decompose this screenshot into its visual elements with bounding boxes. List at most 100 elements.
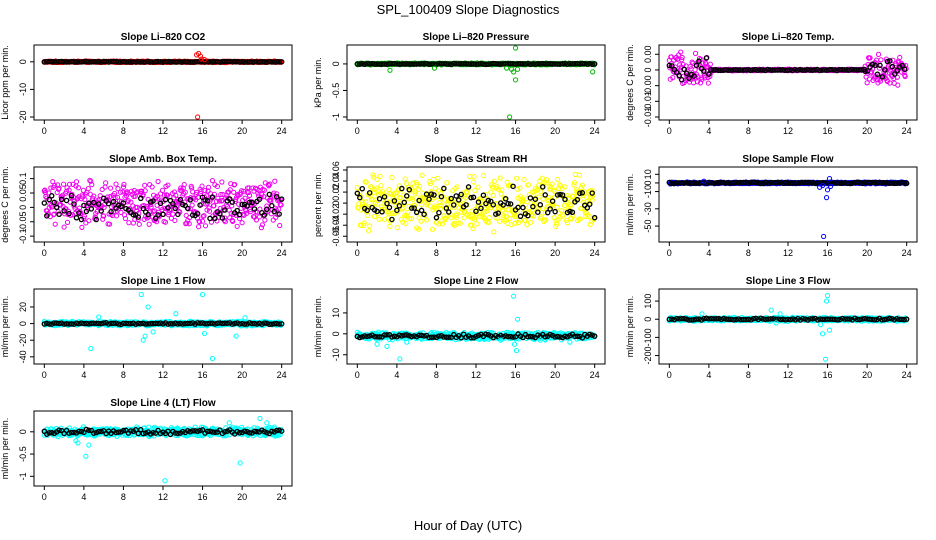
x-tick-label: 4 <box>81 248 86 258</box>
mean-point <box>78 216 85 223</box>
mean-point <box>123 59 129 65</box>
mean-point <box>58 58 65 65</box>
mean-point <box>251 206 258 212</box>
mean-point <box>418 61 425 67</box>
mean-point <box>572 60 578 67</box>
mean-point <box>160 59 166 65</box>
mean-point <box>564 61 571 67</box>
mean-point <box>562 196 568 203</box>
mean-point <box>251 59 258 65</box>
y-tick-label: 10 <box>331 308 341 318</box>
plot-frame <box>658 166 918 243</box>
x-tick-label: 4 <box>394 370 399 380</box>
data-point <box>689 59 695 65</box>
y-tick-label: -0.05 <box>18 211 28 232</box>
mean-point <box>88 59 95 65</box>
mean-point <box>244 59 250 65</box>
data-point <box>474 221 480 227</box>
data-point <box>864 80 870 86</box>
mean-point <box>384 61 390 68</box>
mean-point <box>180 59 186 65</box>
y-tick-label: -0.01 <box>643 91 653 112</box>
x-tick-label: 4 <box>706 248 711 258</box>
mean-point <box>98 208 104 214</box>
mean-point <box>354 61 361 67</box>
mean-point <box>157 59 164 65</box>
mean-point <box>105 59 112 65</box>
x-tick-label: 8 <box>746 370 751 380</box>
mean-point <box>381 61 388 67</box>
y-tick-label: 0 <box>643 67 653 72</box>
y-tick-label: -0.5 <box>331 83 341 99</box>
mean-point <box>401 61 408 67</box>
x-tick-label: 8 <box>746 248 751 258</box>
mean-point <box>63 59 70 65</box>
mean-point <box>589 61 595 67</box>
mean-point <box>386 60 393 67</box>
mean-point <box>379 209 385 215</box>
data-point <box>512 77 519 83</box>
mean-point <box>56 211 62 218</box>
mean-point <box>577 61 583 67</box>
mean-point <box>192 59 198 65</box>
x-tick-label: 12 <box>783 248 793 258</box>
x-tick-label: 12 <box>158 248 168 258</box>
mean-point <box>162 196 169 203</box>
mean-point <box>207 215 213 222</box>
mean-point <box>428 61 435 67</box>
mean-point <box>574 60 581 67</box>
mean-point <box>389 60 395 67</box>
mean-point <box>197 59 203 65</box>
mean-point <box>416 61 422 67</box>
data-point <box>397 356 403 362</box>
y-tick-label: -100 <box>643 328 653 346</box>
mean-point <box>394 61 400 67</box>
mean-point <box>421 61 427 67</box>
y-tick-label: -30 <box>643 202 653 215</box>
data-point <box>384 343 390 349</box>
mean-point <box>535 61 541 67</box>
mean-point <box>443 61 450 67</box>
chart-panel-3: Slope Li–820 Temp.degrees C per min.0 4 8 1… <box>625 32 918 136</box>
mean-point <box>182 58 189 65</box>
data-point <box>692 67 698 73</box>
x-tick-label: 20 <box>550 248 560 258</box>
mean-point <box>676 72 682 79</box>
mean-point <box>155 58 161 65</box>
data-point <box>374 341 380 347</box>
mean-point <box>254 59 260 65</box>
mean-point <box>145 58 151 65</box>
data-point <box>429 226 436 232</box>
mean-point <box>582 60 588 67</box>
mean-point <box>103 58 109 65</box>
mean-point <box>391 60 398 67</box>
mean-point <box>436 60 442 67</box>
data-point <box>79 224 85 230</box>
data-point <box>113 181 119 187</box>
x-tick-label: 0 <box>42 126 47 136</box>
x-tick-label: 8 <box>434 248 439 258</box>
data-point <box>504 65 510 71</box>
mean-point <box>423 60 430 67</box>
panel-title: Slope Sample Flow <box>742 154 833 165</box>
x-tick-label: 16 <box>823 370 833 380</box>
y-axis-label: degrees C per min. <box>0 166 10 243</box>
mean-point <box>366 61 373 67</box>
mean-point <box>547 61 553 67</box>
mean-point <box>207 59 213 65</box>
mean-point <box>567 60 573 67</box>
data-point <box>510 293 517 299</box>
mean-point <box>266 58 273 65</box>
data-point <box>199 291 206 298</box>
data-point <box>510 69 517 75</box>
mean-point <box>187 59 193 65</box>
data-point <box>466 173 473 180</box>
data-point <box>242 315 248 321</box>
mean-point <box>241 59 248 65</box>
mean-point <box>527 195 534 201</box>
mean-point <box>236 211 243 218</box>
data-point <box>102 184 108 190</box>
mean-point <box>189 59 196 65</box>
mean-point <box>249 59 255 65</box>
